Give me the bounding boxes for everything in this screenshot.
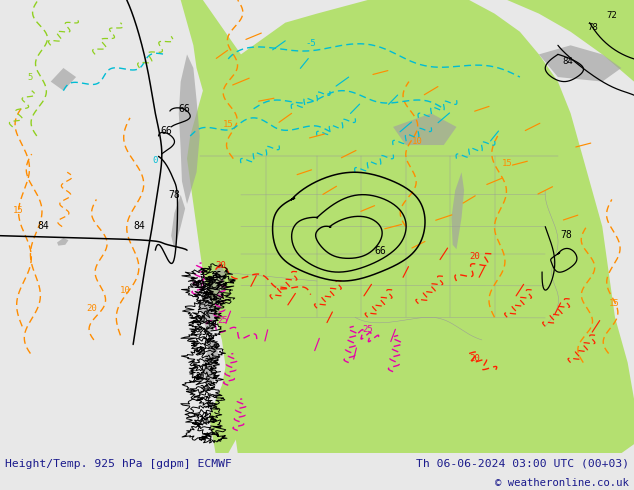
Text: Th 06-06-2024 03:00 UTC (00+03): Th 06-06-2024 03:00 UTC (00+03) — [416, 459, 629, 468]
Text: 35: 35 — [205, 358, 214, 367]
Polygon shape — [171, 195, 185, 249]
Polygon shape — [51, 68, 76, 91]
Polygon shape — [539, 46, 621, 82]
Text: 30: 30 — [197, 315, 206, 324]
Polygon shape — [507, 0, 634, 82]
Polygon shape — [393, 113, 456, 145]
Text: Height/Temp. 925 hPa [gdpm] ECMWF: Height/Temp. 925 hPa [gdpm] ECMWF — [5, 459, 232, 468]
Text: 30: 30 — [197, 347, 206, 356]
Text: © weatheronline.co.uk: © weatheronline.co.uk — [495, 478, 629, 489]
Text: 35: 35 — [212, 270, 221, 280]
Text: 15: 15 — [609, 299, 620, 308]
Text: 84: 84 — [134, 221, 145, 231]
Text: -5: -5 — [306, 39, 316, 48]
Text: 35: 35 — [215, 282, 224, 291]
Text: 66: 66 — [178, 104, 190, 114]
Text: 20: 20 — [216, 261, 226, 270]
Text: 15: 15 — [13, 206, 23, 215]
Text: 35: 35 — [202, 328, 210, 337]
Text: 35: 35 — [205, 400, 214, 409]
Text: 66: 66 — [160, 126, 172, 136]
Polygon shape — [57, 238, 68, 245]
Text: 30: 30 — [195, 372, 204, 381]
Text: 10: 10 — [120, 287, 131, 295]
Text: 84: 84 — [562, 57, 573, 66]
Text: 0: 0 — [153, 156, 158, 166]
Text: 78: 78 — [560, 230, 573, 240]
Text: 25: 25 — [363, 325, 373, 335]
Text: 5: 5 — [28, 73, 33, 81]
Text: 20: 20 — [469, 251, 479, 261]
Text: 10: 10 — [412, 137, 422, 146]
Text: 78: 78 — [203, 338, 212, 347]
Text: 15: 15 — [223, 120, 233, 129]
Text: 78: 78 — [588, 23, 598, 32]
Text: 78: 78 — [198, 416, 207, 425]
Text: 30: 30 — [193, 281, 202, 290]
Polygon shape — [209, 318, 273, 453]
Text: 20: 20 — [87, 304, 97, 313]
Text: 30: 30 — [200, 385, 209, 394]
Text: 84: 84 — [37, 221, 49, 231]
Polygon shape — [181, 0, 634, 453]
Polygon shape — [451, 172, 464, 249]
Polygon shape — [203, 340, 219, 385]
Text: 78: 78 — [169, 190, 180, 200]
Polygon shape — [179, 54, 200, 204]
Polygon shape — [200, 263, 225, 335]
Text: 25: 25 — [218, 316, 228, 325]
Text: 15: 15 — [502, 159, 512, 168]
Text: 72: 72 — [607, 11, 617, 21]
Text: 35: 35 — [205, 288, 214, 297]
Text: 20: 20 — [469, 354, 479, 363]
Text: 35: 35 — [200, 269, 209, 277]
Text: 66: 66 — [375, 246, 386, 256]
